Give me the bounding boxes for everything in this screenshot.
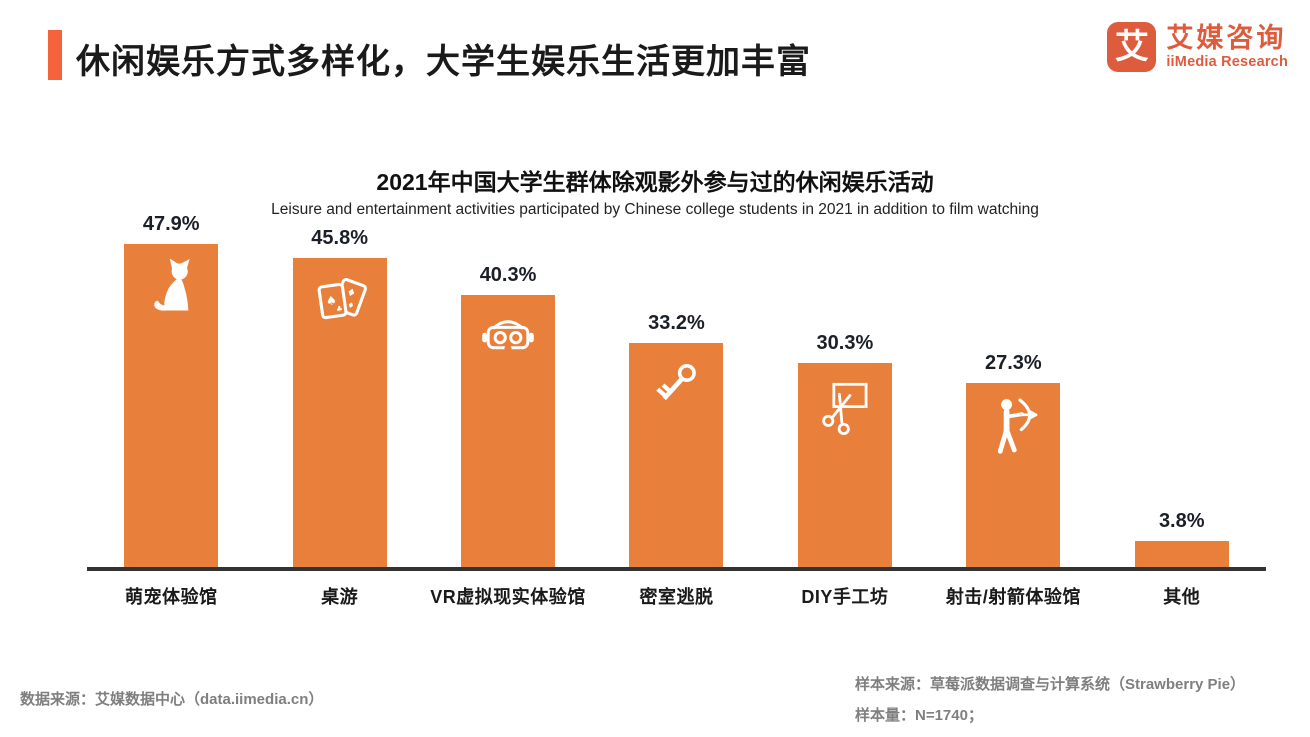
bar-group-escape-room: 33.2% <box>592 210 760 567</box>
playing-cards-icon: ♦ ♦ ♠ ♣ <box>317 278 367 320</box>
vr-goggles-icon <box>482 320 534 352</box>
data-source-note: 数据来源：艾媒数据中心（data.iimedia.cn） <box>20 691 324 708</box>
value-label: 27.3% <box>984 352 1042 374</box>
bar-pet-experience <box>124 244 219 567</box>
iimedia-logo-text: 艾媒咨询 iiMedia Research <box>1166 23 1288 70</box>
category-label-vr: VR虚拟现实体验馆 <box>430 587 586 607</box>
cat-icon <box>154 258 190 311</box>
bar-diy <box>797 363 892 567</box>
bar-board-games: ♦ ♦ ♠ ♣ <box>292 258 387 567</box>
chart-title: 2021年中国大学生群体除观影外参与过的休闲娱乐活动 <box>376 169 934 195</box>
svg-text:♦: ♦ <box>344 286 357 301</box>
iimedia-logo: 艾 艾媒咨询 iiMedia Research <box>1107 22 1288 72</box>
brand-name-cn: 艾媒咨询 <box>1166 23 1287 54</box>
value-label: 3.8% <box>1158 510 1205 532</box>
bar-group-others: 3.8% <box>1098 210 1266 567</box>
category-label-escape-room: 密室逃脱 <box>639 587 714 607</box>
bar-chart: 47.9% 45.8% <box>87 210 1266 567</box>
archer-icon <box>998 398 1038 454</box>
title-accent-bar <box>48 30 62 80</box>
scissors-paper-icon <box>822 382 868 435</box>
bar-group-archery: 27.3% <box>929 210 1097 567</box>
svg-text:♣: ♣ <box>335 304 343 314</box>
bar-vr <box>461 295 556 567</box>
value-label: 40.3% <box>479 264 537 286</box>
value-label: 30.3% <box>816 332 874 354</box>
bar-group-pet-experience: 47.9% <box>87 210 255 567</box>
x-axis-line <box>87 567 1266 571</box>
category-label-board-games: 桌游 <box>321 587 359 607</box>
bar-group-diy: 30.3% <box>761 210 929 567</box>
value-label: 47.9% <box>142 213 200 235</box>
bar-group-board-games: 45.8% ♦ ♦ ♠ ♣ <box>255 210 423 567</box>
bar-group-vr: 40.3% <box>424 210 592 567</box>
chart-subtitle: Leisure and entertainment activities par… <box>271 201 1039 218</box>
iimedia-logo-icon: 艾 <box>1107 22 1157 72</box>
category-label-archery: 射击/射箭体验馆 <box>945 587 1081 607</box>
sample-size-note: 样本量：N=1740； <box>855 707 983 724</box>
category-label-others: 其他 <box>1163 587 1201 607</box>
category-label-pet-experience: 萌宠体验馆 <box>124 587 218 607</box>
svg-text:♦: ♦ <box>345 300 355 311</box>
bar-escape-room <box>629 343 724 567</box>
page-title: 休闲娱乐方式多样化，大学生娱乐生活更加丰富 <box>76 43 811 81</box>
bar-others <box>1134 541 1229 567</box>
value-label: 45.8% <box>311 227 368 249</box>
category-label-diy: DIY手工坊 <box>801 587 889 607</box>
brand-name-en: iiMedia Research <box>1166 53 1288 70</box>
value-label: 33.2% <box>648 312 705 334</box>
svg-text:♠: ♠ <box>324 292 337 308</box>
sample-notes: 样本来源：草莓派数据调查与计算系统（Strawberry Pie） 样本量：N=… <box>855 669 1245 731</box>
bar-archery <box>966 383 1061 567</box>
category-labels: 萌宠体验馆 桌游 VR虚拟现实体验馆 密室逃脱 DIY手工坊 射击/射箭体验馆 … <box>87 583 1266 609</box>
sample-source-note: 样本来源：草莓派数据调查与计算系统（Strawberry Pie） <box>855 676 1246 693</box>
key-icon <box>656 363 697 401</box>
